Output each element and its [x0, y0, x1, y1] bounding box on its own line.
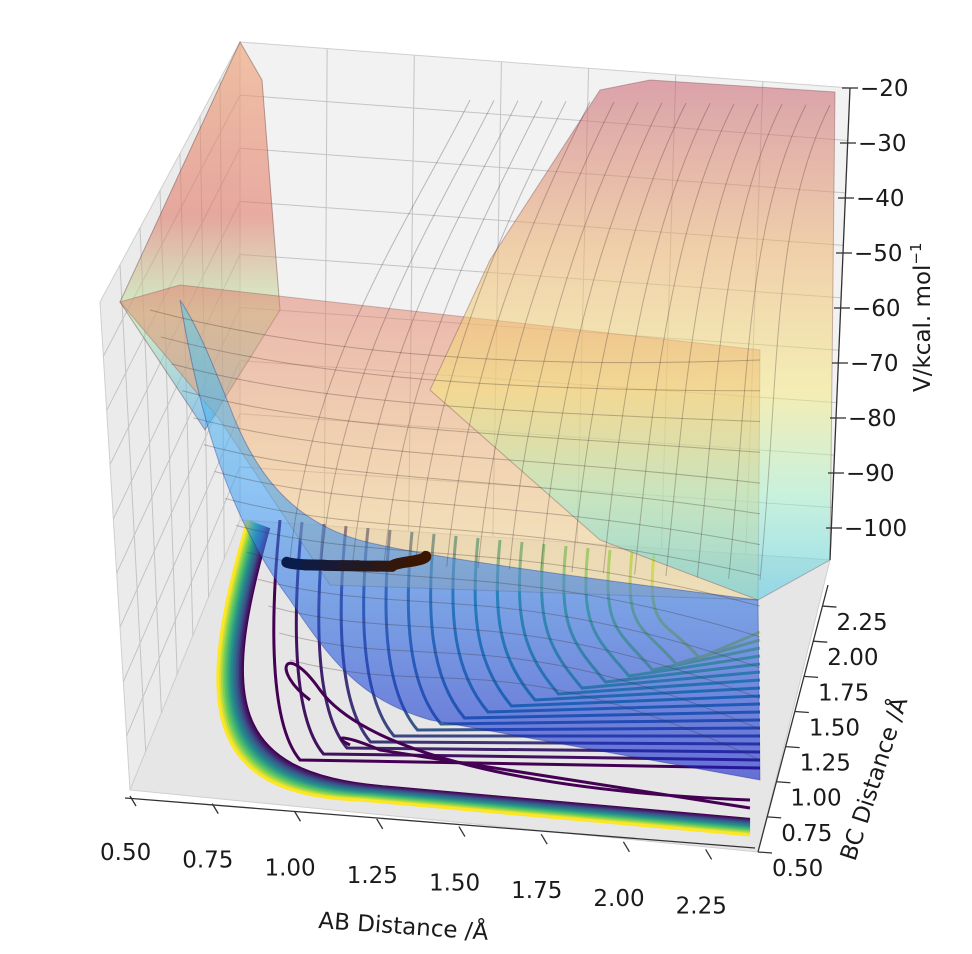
- mesh-line: [279, 632, 761, 730]
- mesh-line: [203, 444, 761, 515]
- mesh-line: [759, 104, 831, 581]
- energy-surface: [119, 40, 836, 781]
- z-tick-label: −100: [844, 516, 907, 542]
- x-tick-mark: [293, 810, 302, 822]
- x-tick-label: 1.00: [264, 855, 315, 881]
- x-tick-label: 1.25: [347, 863, 398, 889]
- mesh-line: [383, 100, 543, 565]
- y-tick-label: 1.50: [809, 715, 860, 741]
- valley-floor: [179, 299, 761, 781]
- y-tick-label: 2.00: [827, 645, 878, 671]
- trajectory-segment: [405, 550, 432, 567]
- z-tick-label: −30: [858, 131, 907, 157]
- y-axis-line: [757, 584, 829, 853]
- mesh-line: [728, 104, 807, 579]
- mesh-line: [665, 103, 759, 577]
- z-axis-ticks: −20 −30 −40 −50 −60 −70 −80 −90 −100: [826, 76, 909, 542]
- z-axis-label: V/kcal. mol−1: [907, 242, 936, 392]
- y-tick-mark: [822, 605, 837, 608]
- x-axis-label: AB Distance /Å: [318, 906, 490, 946]
- surface-mesh: [149, 99, 831, 761]
- mesh-line: [602, 103, 711, 574]
- x-axis-ticks: 0.50 0.75 1.00 1.25 1.50 1.75 2.00 2.25: [100, 795, 727, 919]
- z-axis-label-sup: −1: [907, 242, 925, 264]
- x-tick-mark: [211, 803, 219, 814]
- x-tick-mark: [376, 818, 384, 830]
- grid-line: [126, 466, 241, 736]
- mesh-line: [160, 336, 761, 392]
- z-tick-label: −70: [850, 351, 899, 377]
- y-tick-mark: [776, 781, 791, 784]
- mesh-line: [182, 390, 761, 453]
- z-tick-label: −20: [860, 76, 909, 102]
- x-tick-label: 2.25: [676, 893, 727, 919]
- y-tick-mark: [757, 851, 773, 854]
- z-tick-label: −90: [846, 461, 895, 487]
- mesh-line: [257, 578, 761, 669]
- mesh-line: [540, 102, 663, 571]
- mesh-line: [696, 104, 783, 578]
- y-tick-label: 1.75: [818, 680, 869, 706]
- x-tick-mark: [458, 826, 466, 837]
- mesh-line: [352, 100, 519, 563]
- mesh-line: [414, 101, 567, 566]
- x-tick-label: 1.75: [511, 878, 562, 904]
- contour-line: [284, 661, 751, 810]
- x-tick-label: 0.75: [182, 848, 233, 874]
- mesh-line: [571, 102, 687, 573]
- y-tick-label: 1.25: [800, 751, 851, 777]
- mesh-line: [192, 417, 761, 484]
- mesh-line: [634, 103, 735, 575]
- contour-line: [216, 519, 751, 837]
- grid-line: [119, 264, 147, 752]
- y-tick-label: 0.50: [772, 856, 823, 882]
- mesh-line: [508, 102, 639, 570]
- mesh-line: [149, 309, 761, 364]
- y-tick-label: 2.25: [836, 610, 887, 636]
- y-axis-ticks: 0.50 0.75 1.00 1.25 1.50 1.75 2.00 2.25: [757, 605, 888, 882]
- x-tick-mark: [540, 833, 548, 845]
- z-axis-label-base: V/kcal. mol: [910, 265, 936, 392]
- mesh-line: [236, 524, 761, 607]
- x-tick-mark: [705, 849, 713, 860]
- y-tick-label: 1.00: [790, 786, 841, 812]
- z-tick-label: −40: [856, 186, 905, 212]
- z-tick-label: −60: [852, 296, 901, 322]
- mesh-line: [477, 101, 615, 569]
- mesh-line: [225, 497, 761, 576]
- z-axis-line: [829, 87, 851, 561]
- x-tick-mark: [622, 841, 630, 853]
- x-tick-mark: [129, 795, 137, 807]
- y-tick-mark: [804, 675, 819, 678]
- mesh-line: [289, 659, 761, 761]
- x-axis-line: [124, 797, 756, 849]
- x-tick-label: 1.50: [429, 871, 480, 897]
- mesh-line: [289, 99, 471, 561]
- z-tick-label: −80: [848, 406, 897, 432]
- mesh-line: [320, 100, 495, 562]
- mesh-line: [268, 605, 761, 699]
- mesh-line: [214, 471, 761, 546]
- mesh-line: [171, 363, 761, 423]
- x-tick-label: 2.00: [593, 886, 644, 912]
- y-tick-mark: [813, 640, 828, 643]
- trajectory-path: [281, 550, 432, 572]
- x-tick-label: 0.50: [100, 840, 151, 866]
- y-tick-mark: [785, 745, 800, 749]
- mesh-line: [446, 101, 591, 567]
- y-tick-mark: [767, 816, 782, 819]
- y-tick-mark: [794, 710, 809, 714]
- z-tick-label: −50: [854, 241, 903, 267]
- axis-lines: [124, 87, 851, 853]
- y-tick-label: 0.75: [781, 821, 832, 847]
